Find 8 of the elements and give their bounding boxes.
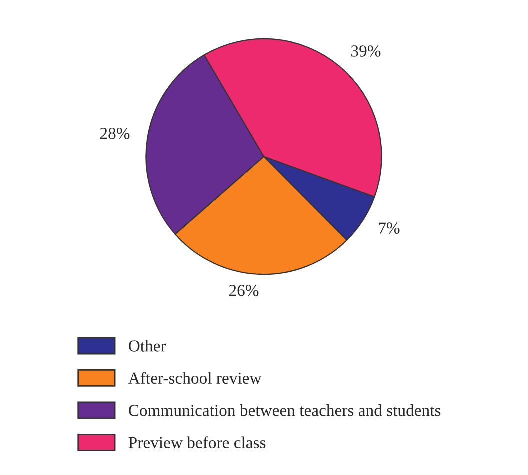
data-label: 26%: [229, 285, 259, 296]
data-label: 39%: [352, 46, 381, 57]
legend-label: Other: [129, 340, 166, 352]
legend-label: Communication between teachers and students: [129, 404, 441, 416]
data-label: 28%: [100, 128, 130, 140]
legend-label: Preview before class: [128, 436, 266, 448]
legend-label: After-school review: [128, 372, 262, 384]
data-label: 7%: [379, 222, 400, 234]
